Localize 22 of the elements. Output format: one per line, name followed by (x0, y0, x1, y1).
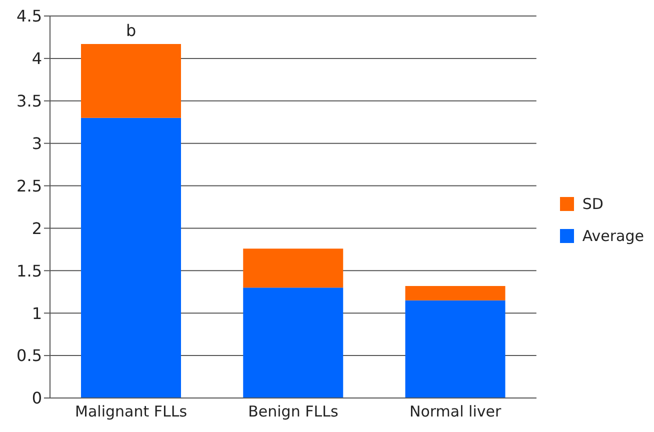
annotation: b (126, 21, 136, 40)
y-tick-label: 2.5 (16, 176, 42, 196)
legend-label: SD (582, 195, 604, 213)
x-tick-label: Benign FLLs (248, 402, 338, 421)
y-tick-label: 3.5 (16, 92, 42, 111)
y-tick-label: 4 (32, 49, 42, 68)
y-tick-label: 3 (32, 134, 42, 154)
legend-label: Average (582, 227, 644, 245)
bar (81, 44, 181, 118)
y-tick-label: 1.5 (16, 261, 42, 280)
bar (81, 118, 181, 398)
bar (243, 248, 344, 288)
bar (405, 286, 506, 300)
x-tick-label: Malignant FLLs (75, 402, 188, 421)
y-tick-label: 0.5 (16, 346, 42, 366)
x-tick-label: Normal liver (409, 402, 502, 421)
bar (243, 288, 344, 398)
y-tick-label: 1 (32, 304, 42, 323)
y-tick-label: 2 (32, 218, 42, 238)
y-tick-label: 0 (32, 388, 42, 408)
y-tick-label: 4.5 (16, 6, 42, 26)
bar (405, 300, 506, 398)
